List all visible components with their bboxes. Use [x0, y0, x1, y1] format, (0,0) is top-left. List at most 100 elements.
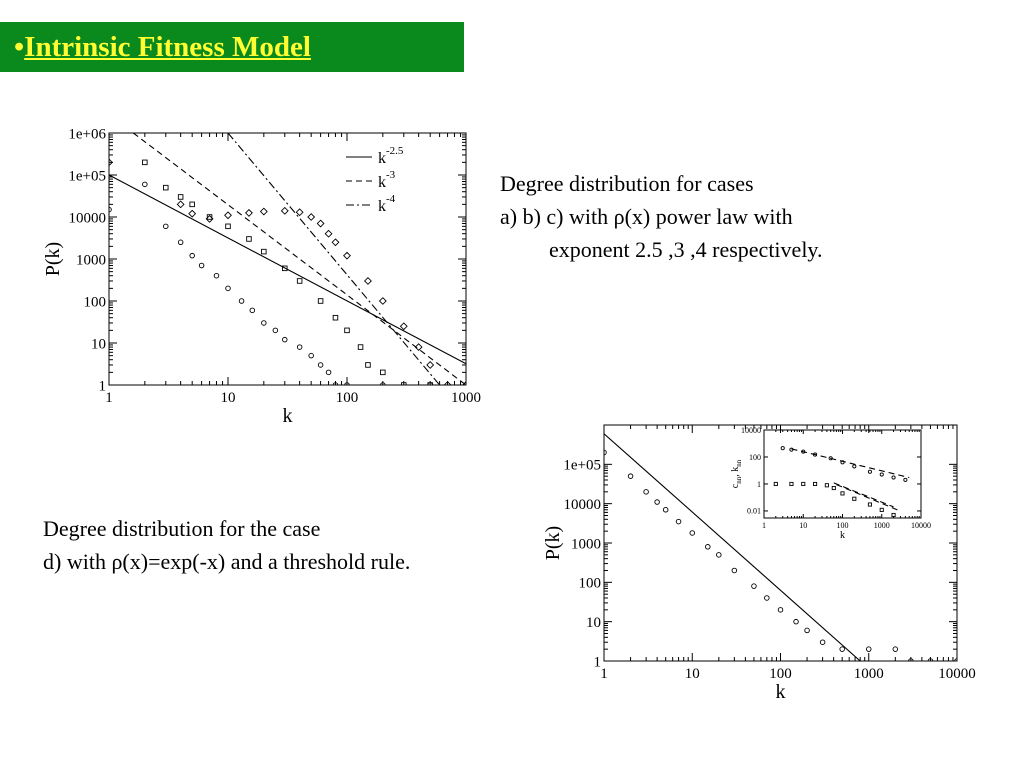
chart-a-plot: 1 10 100 1000 1 10 100 1000 10000 1e+05 1e+06 k P(k)… [42, 126, 481, 427]
chart-a-data [109, 133, 466, 385]
chart-a-ytick-label: 1 [99, 378, 107, 394]
chart-b-inset-xlabel: k [840, 530, 845, 541]
chart-a-point-diamond [245, 208, 253, 217]
chart-b-xtick-label: 1000 [854, 666, 884, 682]
slide-title: •Intrinsic Fitness Model [14, 31, 311, 64]
chart-b-point-circle [675, 518, 682, 525]
caption-top-line2: a) b) c) with ρ(x) power law with [500, 204, 793, 229]
chart-b-point-circle [819, 639, 826, 645]
chart-a-point-diamond [462, 381, 466, 385]
chart-b-inset-xtick-label: 1 [762, 521, 766, 530]
chart-b-inset-point-square [824, 483, 829, 488]
chart-b-inset-frame [763, 429, 922, 519]
chart-a-point-diamond [331, 238, 340, 247]
title-link[interactable]: Intrinsic Fitness Model [24, 30, 311, 63]
chart-a-point-diamond [399, 322, 408, 331]
chart-b-ytick-label: 1000 [571, 536, 601, 552]
chart-b-inset-point-square [801, 481, 806, 487]
chart-b-inset-point-square [813, 481, 818, 487]
chart-a-point-diamond [259, 207, 268, 216]
title-banner: •Intrinsic Fitness Model [0, 22, 464, 72]
legend-exp: -2.5 [386, 145, 404, 157]
chart-a-point-square [332, 314, 339, 321]
chart-a-point-square [317, 298, 324, 304]
chart-b-inset-xtick-label: 100 [837, 521, 849, 530]
chart-a-point-square [282, 265, 288, 272]
chart-a-point-square [357, 344, 364, 350]
chart-a-point-circle [177, 239, 184, 246]
chart-a-point-circle [225, 285, 231, 292]
caption-bottom: Degree distribution for the case d) with… [43, 512, 410, 578]
chart-a-point-diamond [364, 277, 372, 285]
chart-b-point-circle [866, 646, 872, 652]
chart-a-point-diamond [316, 219, 325, 228]
chart-a-point-circle [272, 327, 279, 334]
chart-b-inset-ytick-label: 0.01 [747, 507, 761, 516]
chart-b-inset-point-square [773, 481, 778, 487]
ylabel-c-sub: nn [735, 476, 743, 484]
chart-b-inset-point-circle [879, 472, 884, 477]
chart-a-point-square [261, 248, 267, 255]
chart-a-ytick-label: 10000 [69, 210, 107, 226]
chart-b-point-circle [662, 507, 669, 513]
chart-a-point-square [163, 184, 169, 191]
chart-b-inset-point-circle [789, 447, 794, 452]
chart-a-xtick-label: 1000 [451, 390, 481, 406]
chart-b-inset-xtick-label: 1000 [874, 521, 890, 530]
chart-b-ytick-label: 10000 [564, 497, 602, 513]
chart-a-ylabel: P(k) [42, 242, 64, 276]
ylabel-k: , k [730, 467, 741, 477]
chart-a-xtick-label: 1 [105, 390, 113, 406]
chart-b-point-circle [927, 658, 934, 661]
chart-a-point-circle [317, 362, 324, 368]
chart-b-ylabel: P(k) [542, 526, 564, 560]
chart-b-ytick-label: 10 [586, 615, 601, 631]
chart-a-frame [108, 132, 467, 386]
chart-a-point-square [189, 201, 195, 208]
chart-b-point-circle [892, 646, 899, 652]
chart-a-point-square [344, 327, 350, 334]
chart-b-inset-fit-line-dashed [836, 484, 898, 511]
chart-b-point-circle [705, 544, 711, 550]
chart-a-xlabel: k [283, 405, 293, 427]
chart-b-inset-point-circle [813, 452, 818, 457]
legend-exp: -3 [386, 169, 396, 181]
legend-base: k [378, 150, 386, 167]
chart-a-point-diamond [378, 297, 387, 305]
chart-b-point-circle [604, 449, 607, 456]
chart-a-point-square [206, 214, 213, 220]
chart-b-ytick-label: 1e+05 [563, 458, 601, 474]
chart-a-point-diamond [205, 214, 214, 223]
ylabel-c: c [730, 483, 741, 488]
chart-a-point-square [246, 236, 252, 242]
chart-a-point-diamond [426, 361, 435, 369]
chart-b-xlabel: k [776, 681, 786, 703]
chart-b-point-circle [908, 658, 914, 661]
chart-b-inset-xtick-label: 10 [799, 521, 807, 530]
chart-a-point-square [177, 194, 184, 200]
chart-b-point-circle [627, 473, 634, 479]
chart-b-inset-ytick-label: 100 [749, 453, 761, 462]
chart-a-point-circle [296, 344, 303, 350]
chart-a-point-circle [344, 382, 350, 385]
chart-b-point-circle [654, 499, 660, 505]
chart-a-point-diamond [188, 209, 197, 218]
chart-a-point-circle [332, 382, 339, 385]
chart-b-inset-ylabel: cnn, knn [730, 459, 743, 488]
chart-b-inset-point-circle [903, 477, 908, 482]
chart-a-point-circle [163, 223, 169, 230]
chart-a-ytick-label: 1e+06 [68, 126, 106, 142]
chart-b-inset-point-square [840, 491, 845, 496]
chart-b-inset-point-square [789, 481, 794, 487]
chart-a-point-diamond [280, 206, 289, 215]
chart-b-xtick-label: 10000 [938, 666, 976, 682]
chart-a-point-diamond [307, 213, 316, 221]
chart-b-xtick-label: 100 [769, 666, 792, 682]
chart-a-point-circle [198, 262, 205, 269]
chart-a-point-circle [249, 307, 256, 314]
legend-base: k [378, 174, 386, 191]
chart-a-point-square [296, 278, 303, 284]
chart-b-inset-point-circle [780, 446, 785, 451]
chart-b-inset-ytick-label: 10000 [741, 426, 761, 435]
